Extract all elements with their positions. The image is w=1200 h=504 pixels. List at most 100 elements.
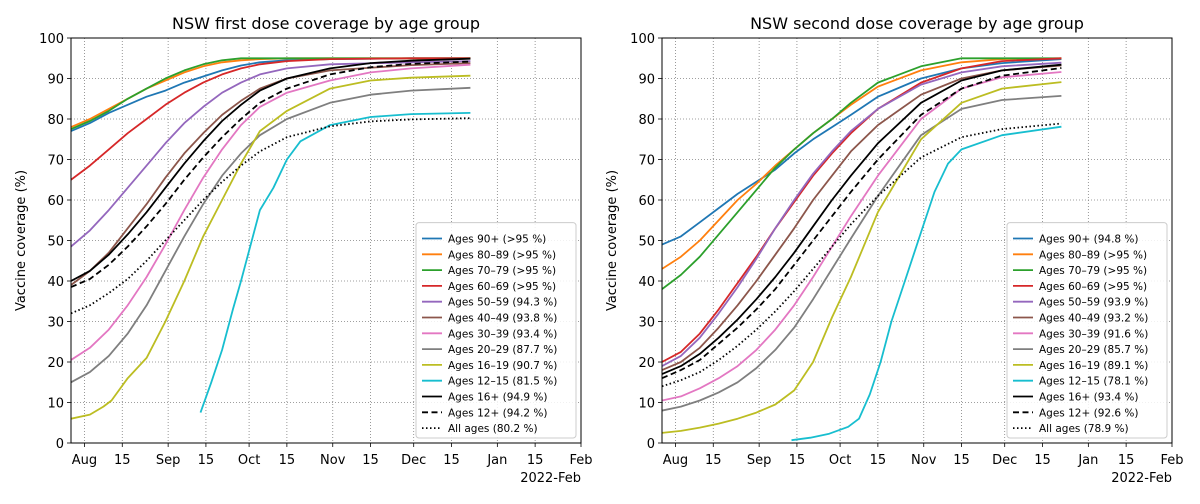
chart-2-panel: 0 10 20 30 40 50 60 70 80 90 100 Aug 15 Sep 15 Oct 15 Nov… <box>605 14 1184 486</box>
chart-2-y-tick-label: 80 <box>638 113 655 128</box>
chart-1-x-tick-label: Jan <box>486 453 507 468</box>
chart-1-legend-label: Ages 12–15 (81.5 %) <box>448 376 557 388</box>
chart-1-y-tick-label: 30 <box>47 316 64 331</box>
chart-2-plot-frame <box>661 37 1173 444</box>
chart-1-series-line-7 <box>71 63 471 361</box>
chart-2-x-tick-label: Aug <box>663 453 688 468</box>
chart-1-legend-box <box>415 222 577 439</box>
chart-2-x-tick-label: Jan <box>1077 453 1098 468</box>
chart-1-panel: 0 10 20 30 40 50 60 70 80 90 100 Aug 15 Sep 15 Oct 15 Nov… <box>14 14 593 486</box>
chart-2-x-tick-label: 15 <box>705 453 722 468</box>
chart-1-y-tick-label: 60 <box>47 194 64 209</box>
chart-2-y-tick-label: 40 <box>638 275 655 290</box>
chart-1-x-tick-label: 15 <box>362 453 379 468</box>
chart-1-x-tick-label: Nov <box>320 453 346 468</box>
chart-1-y-tick-label: 80 <box>47 113 64 128</box>
chart-1-legend-label: All ages (80.2 %) <box>448 423 538 435</box>
chart-2-y-axis-label: Vaccine coverage (%) <box>605 170 620 311</box>
chart-1-x-tick-label: 15 <box>527 453 544 468</box>
chart-1-y-tick-label: 40 <box>47 275 64 290</box>
chart-1-legend-label: Ages 60–69 (>95 %) <box>448 281 556 293</box>
chart-1-series-line-11 <box>71 57 471 282</box>
chart-2-series-line-5 <box>662 61 1062 367</box>
chart-1-legend-label: Ages 12+ (94.2 %) <box>448 407 548 419</box>
chart-1-series-line-9 <box>71 74 471 420</box>
chart-2-legend-label: Ages 12–15 (78.1 %) <box>1039 376 1148 388</box>
chart-1-x-tick-label: Sep <box>156 453 181 468</box>
chart-2-x-tick-label: Dec <box>992 453 1017 468</box>
chart-2-x-tick-label: 15 <box>953 453 970 468</box>
chart-2-x-tick-label: Feb <box>1160 453 1183 468</box>
chart-2-series-line-4 <box>662 57 1062 363</box>
chart-2-series-line-10 <box>791 125 1062 442</box>
chart-2-legend-box <box>1006 222 1168 439</box>
chart-1-series-line-8 <box>71 86 471 384</box>
chart-1-y-tick-label: 20 <box>47 356 64 371</box>
chart-2-series-line-6 <box>662 64 1062 371</box>
chart-1-x-tick-label: 15 <box>279 453 296 468</box>
chart-2-legend-label: Ages 16–19 (89.1 %) <box>1039 360 1148 372</box>
chart-1-y-axis-label: Vaccine coverage (%) <box>14 170 29 311</box>
chart-1-legend-label: Ages 30–39 (93.4 %) <box>448 328 557 340</box>
chart-1-legend-label: Ages 80–89 (>95 %) <box>448 249 556 261</box>
chart-1-x-tick-label: 15 <box>114 453 131 468</box>
chart-1-legend-label: Ages 16+ (94.9 %) <box>448 392 548 404</box>
chart-2-series-line-11 <box>662 63 1062 375</box>
chart-2-x-tick-label: 15 <box>1118 453 1135 468</box>
chart-2-y-tick-label: 20 <box>638 356 655 371</box>
chart-1-y-tick-label: 0 <box>56 437 64 452</box>
chart-1-series-line-4 <box>71 57 471 181</box>
chart-1-series-line-6 <box>71 62 471 286</box>
chart-1-x-tick-label: Feb <box>569 453 592 468</box>
chart-2-y-tick-label: 60 <box>638 194 655 209</box>
chart-1-x-offset-label: 2022-Feb <box>520 471 581 486</box>
chart-2-legend-label: Ages 60–69 (>95 %) <box>1039 281 1147 293</box>
chart-1-y-tick-label: 50 <box>47 235 64 250</box>
chart-1-series-line-12 <box>71 60 471 288</box>
chart-2-legend-label: Ages 50–59 (93.9 %) <box>1039 297 1148 309</box>
chart-2-legend-label: Ages 20–29 (85.7 %) <box>1039 344 1148 356</box>
chart-2-legend-label: Ages 16+ (93.4 %) <box>1039 392 1139 404</box>
chart-2-x-tick-label: 15 <box>870 453 887 468</box>
chart-1-legend-label: Ages 40–49 (93.8 %) <box>448 313 557 325</box>
chart-1-series-line-10 <box>199 112 471 413</box>
chart-2-legend-label: All ages (78.9 %) <box>1039 423 1129 435</box>
chart-2-legend-label: Ages 90+ (94.8 %) <box>1039 234 1139 246</box>
chart-1-x-tick-label: Dec <box>401 453 426 468</box>
chart-1-legend-label: Ages 70–79 (>95 %) <box>448 265 556 277</box>
chart-2-legend: Ages 90+ (94.8 %) Ages 80–89 (>95 %) Ages … <box>1006 222 1168 439</box>
chart-2-title: NSW second dose coverage by age group <box>750 14 1084 33</box>
chart-2-y-tick-label: 100 <box>630 32 655 47</box>
chart-2-legend-label: Ages 80–89 (>95 %) <box>1039 249 1147 261</box>
chart-1-legend-label: Ages 90+ (>95 %) <box>448 234 546 246</box>
chart-2-series-line-9 <box>662 81 1062 434</box>
chart-1-title: NSW first dose coverage by age group <box>172 14 480 33</box>
chart-1-y-tick-label: 70 <box>47 154 64 169</box>
chart-2-y-tick-label: 10 <box>638 397 655 412</box>
chart-2-y-tick-label: 0 <box>647 437 655 452</box>
chart-1-x-tick-label: Aug <box>72 453 97 468</box>
chart-2-legend-label: Ages 40–49 (93.2 %) <box>1039 313 1148 325</box>
chart-2-legend-label: Ages 30–39 (91.6 %) <box>1039 328 1148 340</box>
chart-1-legend-label: Ages 50–59 (94.3 %) <box>448 297 557 309</box>
chart-2-series-line-3 <box>662 57 1062 290</box>
chart-2-series-line-13 <box>662 122 1062 388</box>
chart-2-x-tick-label: Oct <box>829 453 851 468</box>
chart-2-legend-label: Ages 12+ (92.6 %) <box>1039 407 1139 419</box>
chart-1-series-line-13 <box>71 117 471 315</box>
chart-2-legend-label: Ages 70–79 (>95 %) <box>1039 265 1147 277</box>
chart-2-x-offset-label: 2022-Feb <box>1111 471 1172 486</box>
chart-2-y-tick-label: 90 <box>638 73 655 88</box>
chart-2-x-tick-label: 15 <box>1034 453 1051 468</box>
chart-2-y-tick-label: 70 <box>638 154 655 169</box>
chart-1-y-tick-label: 10 <box>47 397 64 412</box>
chart-2-y-tick-label: 30 <box>638 316 655 331</box>
chart-1-series-line-3 <box>71 57 471 130</box>
chart-1-y-tick-label: 100 <box>39 32 64 47</box>
chart-1-series-line-5 <box>71 60 471 248</box>
chart-2-series-line-1 <box>662 58 1062 246</box>
chart-1-legend-label: Ages 20–29 (87.7 %) <box>448 344 557 356</box>
chart-1-x-tick-label: 15 <box>198 453 215 468</box>
